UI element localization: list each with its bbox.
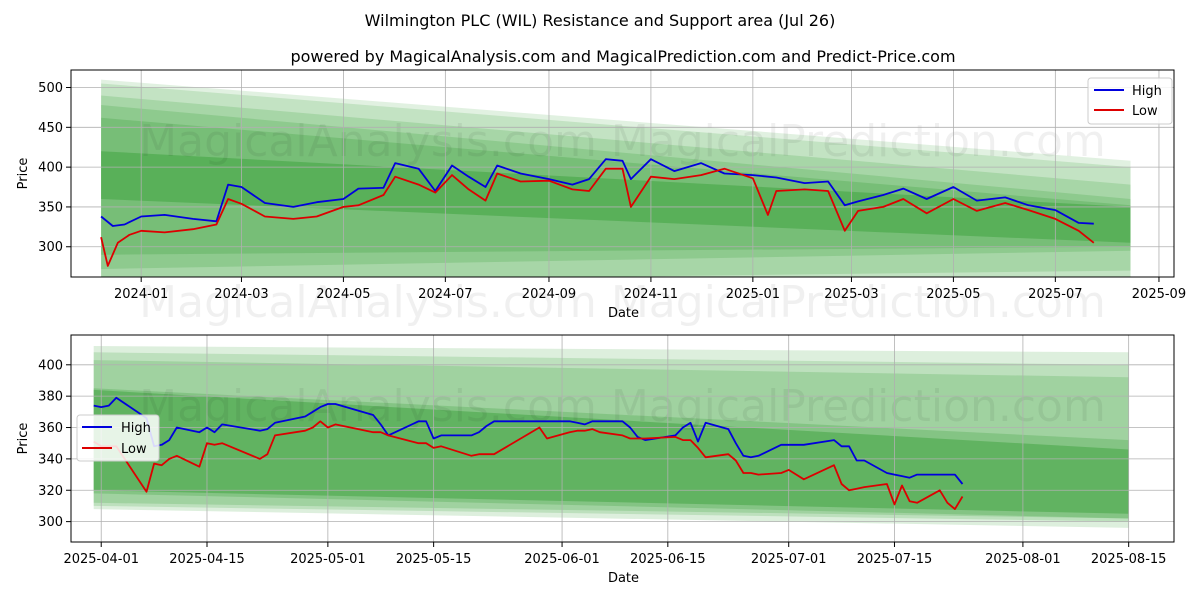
bottom-y-tick-label-2: 340 (38, 452, 63, 467)
bottom-series-low-line (93, 420, 964, 510)
bottom-x-axis-label: Date (608, 571, 639, 586)
top-watermark-lower: MagicalAnalysis.com MagicalPrediction.co… (139, 277, 1106, 328)
top-y-axis-label: Price (16, 158, 31, 190)
bottom-x-tick-label-7: 2025-07-15 (857, 552, 933, 567)
top-band-4 (101, 117, 1131, 255)
top-series-high-line (100, 158, 1094, 227)
bottom-legend: High Low (76, 414, 160, 462)
bottom-x-tick-label-8: 2025-08-01 (985, 552, 1061, 567)
top-y-tick-label-0: 300 (38, 240, 63, 255)
bottom-watermark: MagicalAnalysis.com MagicalPrediction.co… (139, 381, 1106, 432)
bottom-plot-area (71, 335, 1174, 542)
top-plot-content: MagicalAnalysis.com MagicalPrediction.co… (71, 70, 1174, 277)
top-x-tick-label-5: 2024-11 (624, 287, 678, 302)
top-band-3 (101, 105, 1131, 269)
top-band-2 (101, 95, 1131, 277)
top-y-tick-label-2: 400 (38, 161, 63, 176)
top-y-tick-label-3: 450 (38, 121, 63, 136)
top-y-tick-label-4: 500 (38, 81, 63, 96)
top-x-tick-label-2: 2024-05 (316, 287, 370, 302)
top-x-tick-label-0: 2024-01 (114, 287, 168, 302)
bottom-chart-panel: MagicalAnalysis.com MagicalPrediction.co… (16, 334, 1175, 586)
top-x-tick-label-7: 2025-03 (824, 287, 878, 302)
bottom-x-tick-label-9: 2025-08-15 (1091, 552, 1167, 567)
top-band-5 (101, 151, 1131, 243)
bottom-x-tick-label-0: 2025-04-01 (63, 552, 139, 567)
bottom-axes-frame (70, 334, 1175, 543)
top-x-tick-label-3: 2024-07 (418, 287, 472, 302)
bottom-band-2 (93, 360, 1129, 519)
top-series-low-line (100, 167, 1095, 267)
bottom-y-tick-label-1: 320 (38, 484, 63, 499)
bottom-x-tick-label-5: 2025-06-15 (630, 552, 706, 567)
top-chart-panel: MagicalAnalysis.com MagicalPrediction.co… (16, 69, 1186, 328)
top-legend-high-label: High (1132, 84, 1162, 99)
top-x-tick-label-8: 2025-05 (926, 287, 980, 302)
top-plot-area (71, 70, 1174, 277)
bottom-legend-high-label: High (121, 421, 151, 436)
top-watermark: MagicalAnalysis.com MagicalPrediction.co… (139, 116, 1106, 167)
bottom-legend-low-label: Low (121, 442, 147, 457)
bottom-band-4 (93, 389, 1129, 514)
bottom-band-1 (93, 352, 1129, 522)
top-band-1 (101, 83, 1131, 277)
top-axes-frame (70, 69, 1175, 278)
bottom-x-tick-label-4: 2025-06-01 (524, 552, 600, 567)
bottom-x-tick-label-1: 2025-04-15 (169, 552, 245, 567)
bottom-y-tick-label-3: 360 (38, 421, 63, 436)
bottom-series-high-line (93, 396, 964, 485)
top-legend: High Low (1087, 77, 1173, 125)
bottom-x-tick-label-2: 2025-05-01 (290, 552, 366, 567)
bottom-x-tick-label-3: 2025-05-15 (396, 552, 472, 567)
chart-subtitle: powered by MagicalAnalysis.com and Magic… (290, 47, 955, 66)
bottom-y-axis-label: Price (16, 423, 31, 455)
top-x-tick-label-1: 2024-03 (214, 287, 268, 302)
top-x-tick-label-4: 2024-09 (522, 287, 576, 302)
top-x-tick-label-10: 2025-09 (1132, 287, 1186, 302)
bottom-y-tick-label-4: 380 (38, 390, 63, 405)
chart-title: Wilmington PLC (WIL) Resistance and Supp… (365, 11, 836, 30)
top-x-tick-label-9: 2025-07 (1028, 287, 1082, 302)
top-x-axis-label: Date (608, 306, 639, 321)
top-y-tick-label-1: 350 (38, 200, 63, 215)
top-x-tick-label-6: 2025-01 (726, 287, 780, 302)
bottom-x-tick-label-6: 2025-07-01 (751, 552, 827, 567)
bottom-band-0 (93, 346, 1129, 528)
bottom-y-tick-label-0: 300 (38, 515, 63, 530)
bottom-plot-content: MagicalAnalysis.com MagicalPrediction.co… (71, 335, 1174, 542)
bottom-y-tick-label-5: 400 (38, 358, 63, 373)
top-legend-low-label: Low (1132, 104, 1158, 119)
top-band-0 (101, 79, 1131, 277)
